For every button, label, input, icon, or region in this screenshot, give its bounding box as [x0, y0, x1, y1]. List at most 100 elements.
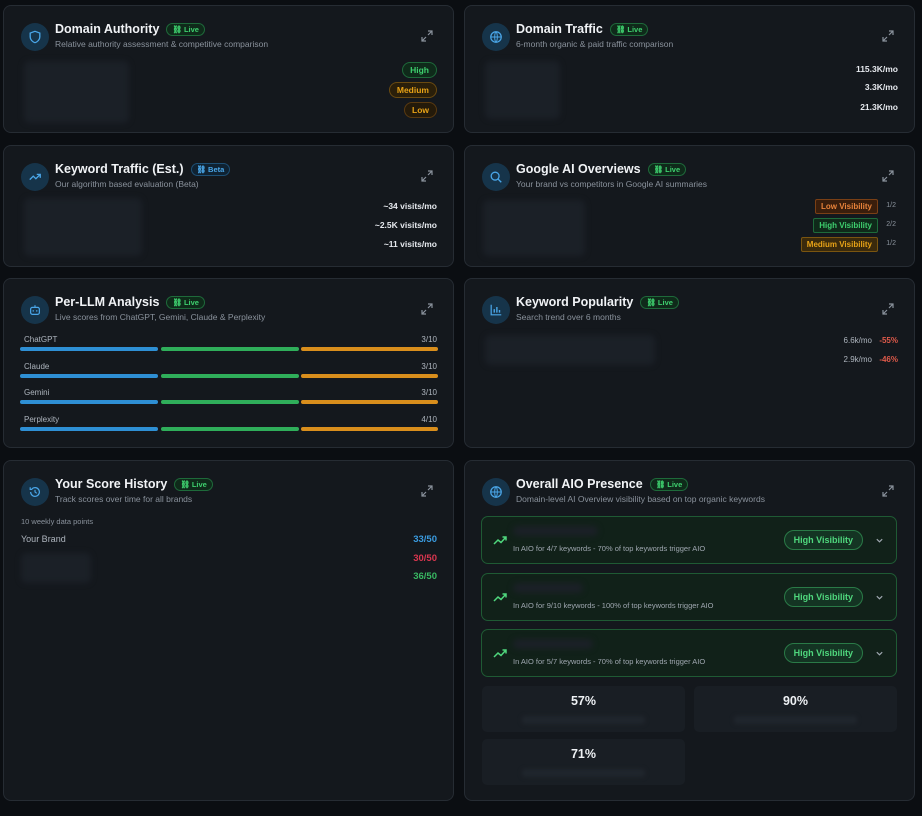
per-llm-analysis-card: Per-LLM Analysis ⛓ Live Live scores from …	[3, 278, 454, 448]
blurred-content	[24, 198, 142, 256]
score-bar-segment	[301, 374, 438, 378]
blurred-content	[485, 335, 655, 365]
score-bar-segment	[20, 374, 158, 378]
globe-icon	[482, 23, 510, 51]
score-bar-segment	[301, 427, 438, 431]
aio-detail: In AIO for 4/7 keywords - 70% of top key…	[513, 544, 706, 553]
expand-icon[interactable]	[882, 303, 894, 315]
traffic-value: 21.3K/mo	[860, 102, 898, 112]
chevron-down-icon[interactable]	[875, 593, 884, 602]
score-bar-segment	[161, 427, 299, 431]
blurred-content	[485, 61, 560, 119]
history-icon	[21, 478, 49, 506]
search-icon	[482, 163, 510, 191]
card-subtitle: Track scores over time for all brands	[55, 494, 193, 504]
visibility-badge: Medium Visibility	[800, 237, 878, 252]
aio-domain-row[interactable]: In AIO for 4/7 keywords - 70% of top key…	[481, 516, 897, 564]
card-subtitle: Search trend over 6 months	[516, 312, 621, 322]
card-title: Google AI Overviews	[516, 162, 641, 176]
visibility-fraction: 1/2	[886, 240, 896, 247]
score-value: 33/50	[413, 534, 437, 545]
card-title: Keyword Popularity	[516, 295, 634, 309]
llm-score: 4/10	[421, 415, 437, 424]
card-title: Keyword Traffic (Est.)	[55, 162, 184, 176]
expand-icon[interactable]	[421, 303, 433, 315]
search-volume: 2.9k/mo	[843, 355, 872, 364]
visibility-badge: High Visibility	[783, 587, 863, 607]
visibility-fraction: 2/2	[886, 221, 896, 228]
live-badge: ⛓ Live	[166, 22, 205, 36]
chevron-down-icon[interactable]	[875, 649, 884, 658]
bar-chart-icon	[482, 296, 510, 324]
card-title: Per-LLM Analysis	[55, 295, 160, 309]
level-medium: Medium	[388, 82, 437, 98]
aio-percentage: 57%	[570, 694, 597, 708]
expand-icon[interactable]	[421, 485, 433, 497]
visits-value: ~2.5K visits/mo	[374, 220, 437, 230]
aio-detail: In AIO for 5/7 keywords - 70% of top key…	[513, 657, 706, 666]
visibility-badge: High Visibility	[783, 643, 863, 663]
blurred-domain	[513, 639, 593, 649]
card-subtitle: Domain-level AI Overview visibility base…	[516, 494, 765, 504]
globe-icon	[482, 478, 510, 506]
blurred-content	[21, 553, 91, 583]
search-volume: 6.6k/mo	[843, 336, 872, 345]
live-badge: ⛓ Live	[174, 477, 213, 491]
shield-icon	[21, 23, 49, 51]
score-value: 30/50	[413, 553, 437, 564]
level-low: Low	[404, 102, 437, 118]
expand-icon[interactable]	[882, 170, 894, 182]
live-badge: ⛓ Live	[647, 162, 687, 176]
card-title: Domain Authority	[55, 22, 160, 36]
aio-percentage: 90%	[782, 694, 809, 708]
llm-name: Claude	[24, 362, 50, 371]
score-bar-segment	[161, 347, 299, 351]
llm-score: 3/10	[421, 388, 437, 397]
live-badge: ⛓ Live	[640, 295, 679, 309]
llm-name: Gemini	[24, 388, 50, 397]
traffic-value: 3.3K/mo	[864, 82, 898, 92]
robot-icon	[21, 296, 49, 324]
trending-up-icon	[21, 163, 49, 191]
expand-icon[interactable]	[882, 485, 894, 497]
score-bar-segment	[20, 347, 158, 351]
expand-icon[interactable]	[421, 170, 433, 182]
aio-domain-row[interactable]: In AIO for 5/7 keywords - 70% of top key…	[481, 629, 897, 677]
llm-name: Perplexity	[24, 415, 60, 424]
domain-traffic-card: Domain Traffic ⛓ Live 6-month organic & p…	[464, 5, 915, 133]
score-bar-segment	[161, 374, 299, 378]
beta-badge: ⛓ Beta	[190, 162, 231, 176]
card-subtitle: Your brand vs competitors in Google AI s…	[516, 179, 708, 189]
score-history-card: Your Score History ⛓ Live Track scores ov…	[3, 460, 454, 801]
expand-icon[interactable]	[421, 30, 433, 42]
visits-value: ~11 visits/mo	[383, 239, 437, 249]
blurred-domain	[513, 526, 598, 536]
visibility-fraction: 1/2	[886, 202, 896, 209]
aio-domain-row[interactable]: In AIO for 9/10 keywords - 100% of top k…	[481, 573, 897, 621]
keyword-traffic-card: Keyword Traffic (Est.) ⛓ Beta Our algorit…	[3, 145, 454, 267]
expand-icon[interactable]	[882, 30, 894, 42]
aio-stat-card: 90%	[694, 686, 897, 732]
chevron-down-icon[interactable]	[875, 536, 884, 545]
blurred-label	[522, 769, 645, 777]
blurred-content	[483, 200, 585, 256]
keyword-popularity-card: Keyword Popularity ⛓ Live Search trend ov…	[464, 278, 915, 448]
trend-change: -46%	[879, 355, 898, 364]
trending-up-icon	[493, 536, 507, 545]
brand-label: Your Brand	[21, 534, 66, 544]
visibility-badge: High Visibility	[813, 218, 878, 233]
blurred-content	[24, 61, 129, 123]
card-subtitle: Live scores from ChatGPT, Gemini, Claude…	[55, 312, 266, 322]
llm-score: 3/10	[421, 335, 437, 344]
aio-stat-card: 71%	[482, 739, 685, 785]
visits-value: ~34 visits/mo	[383, 201, 437, 211]
blurred-label	[734, 716, 857, 724]
live-badge: ⛓ Live	[166, 295, 205, 309]
llm-name: ChatGPT	[24, 335, 58, 344]
blurred-domain	[513, 583, 583, 593]
blurred-label	[522, 716, 645, 724]
google-ai-overviews-card: Google AI Overviews ⛓ Live Your brand vs …	[464, 145, 915, 267]
live-badge: ⛓ Live	[609, 22, 649, 36]
score-bar-segment	[20, 427, 158, 431]
score-bar-segment	[161, 400, 299, 404]
